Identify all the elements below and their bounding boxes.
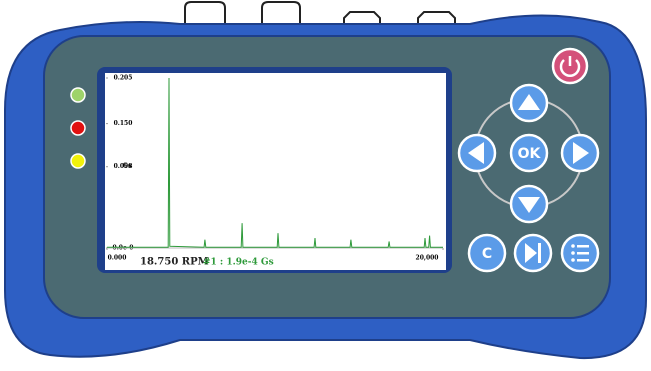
- y-tick-label: 0.205: [114, 75, 133, 82]
- clear-label: C: [482, 246, 492, 262]
- page: OK C Gs 18.750 RPM #1 : 1.9e-4 Gs 0.0e-0…: [0, 0, 651, 367]
- x-tick-label: 20,000: [416, 255, 439, 262]
- up-button[interactable]: [511, 85, 547, 121]
- speed-readout: 18.750 RPM: [140, 257, 209, 268]
- ok-button[interactable]: OK: [511, 135, 547, 171]
- screen: [105, 73, 446, 270]
- led-red: [71, 121, 85, 135]
- led-green: [71, 88, 85, 102]
- power-button[interactable]: [553, 49, 587, 83]
- down-button[interactable]: [511, 186, 547, 222]
- menu-button[interactable]: [562, 235, 598, 271]
- clear-button[interactable]: C: [469, 235, 505, 271]
- led-yellow: [71, 154, 85, 168]
- next-button[interactable]: [515, 235, 551, 271]
- right-button[interactable]: [562, 135, 598, 171]
- x-tick-label: 0.000: [108, 255, 127, 262]
- y-tick-label: 0.098: [114, 163, 133, 170]
- y-tick-label: 0.150: [114, 120, 133, 127]
- left-button[interactable]: [459, 135, 495, 171]
- ok-label: OK: [518, 146, 542, 162]
- cursor-readout: #1 : 1.9e-4 Gs: [203, 258, 274, 268]
- device: OK C Gs 18.750 RPM #1 : 1.9e-4 Gs 0.0e-0…: [0, 0, 651, 367]
